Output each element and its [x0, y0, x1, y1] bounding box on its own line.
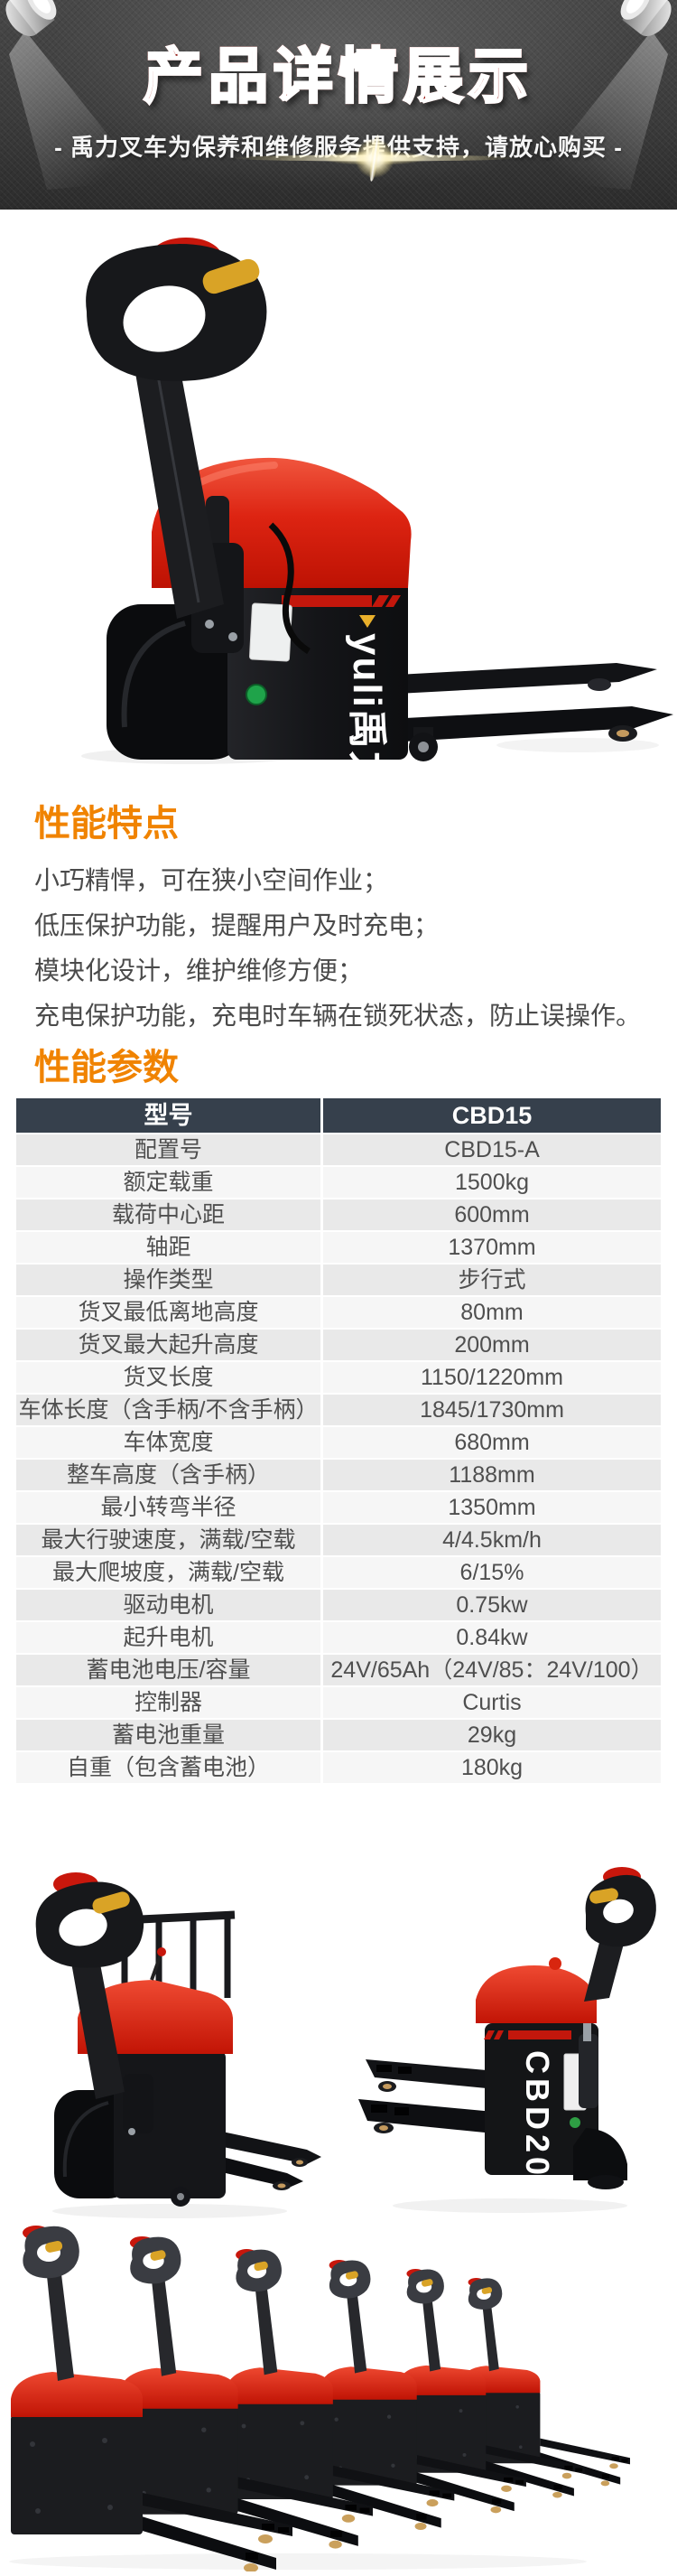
spec-row: 轴距 1370mm [16, 1232, 661, 1263]
spec-row: 最大行驶速度，满载/空载 4/4.5km/h [16, 1525, 661, 1555]
feature-item: 小巧精悍，可在狭小空间作业； [34, 866, 389, 894]
spec-label: 整车高度（含手柄） [16, 1460, 320, 1490]
spec-label: 控制器 [16, 1687, 320, 1718]
spotlight-right-icon [533, 0, 672, 190]
spec-label: 货叉最低离地高度 [16, 1297, 320, 1328]
spec-value: 0.84kw [323, 1622, 661, 1653]
spec-row: 操作类型 步行式 [16, 1265, 661, 1295]
spec-label: 最大行驶速度，满载/空载 [16, 1525, 320, 1555]
spec-value: 680mm [323, 1427, 661, 1458]
model-label-cbd20: CBD20 [519, 2050, 556, 2179]
spec-header-value: CBD15 [323, 1098, 661, 1133]
features-heading: 性能特点 [34, 804, 179, 844]
spec-value: 1150/1220mm [323, 1362, 661, 1393]
spec-label: 货叉最大起升高度 [16, 1330, 320, 1360]
spec-row: 自重（包含蓄电池） 180kg [16, 1752, 661, 1783]
spec-value: 6/15% [323, 1557, 661, 1588]
feature-item: 充电保护功能，充电时车辆在锁死状态，防止误操作。 [34, 1002, 642, 1030]
spec-label: 额定载重 [16, 1167, 320, 1198]
spec-value: 4/4.5km/h [323, 1525, 661, 1555]
spec-row: 货叉长度 1150/1220mm [16, 1362, 661, 1393]
specs-section: 性能参数 型号 CBD15 配置号 CBD15-A 额定载重 1500kg 载荷… [0, 1048, 677, 1783]
feature-item: 低压保护功能，提醒用户及时充电； [34, 911, 440, 939]
spec-row: 配置号 CBD15-A [16, 1134, 661, 1165]
spec-value: 29kg [323, 1720, 661, 1750]
spec-table: 型号 CBD15 配置号 CBD15-A 额定载重 1500kg 载荷中心距 6… [16, 1098, 661, 1783]
feature-list: 小巧精悍，可在狭小空间作业； 低压保护功能，提醒用户及时充电； 模块化设计，维护… [0, 858, 677, 1039]
spec-row: 整车高度（含手柄） 1188mm [16, 1460, 661, 1490]
specs-heading: 性能参数 [34, 1048, 179, 1087]
spec-label: 起升电机 [16, 1622, 320, 1653]
pallet-truck-lineup-illustration [9, 2226, 630, 2572]
spec-label: 载荷中心距 [16, 1199, 320, 1230]
spec-label: 最大爬坡度，满载/空载 [16, 1557, 320, 1588]
spec-label: 车体长度（含手柄/不含手柄） [16, 1395, 320, 1425]
spec-value: Curtis [323, 1687, 661, 1718]
spec-value: 1845/1730mm [323, 1395, 661, 1425]
spec-value: 180kg [323, 1752, 661, 1783]
spec-row: 驱动电机 0.75kw [16, 1590, 661, 1620]
spec-row: 起升电机 0.84kw [16, 1622, 661, 1653]
spec-value: CBD15-A [323, 1134, 661, 1165]
spec-value: 600mm [323, 1199, 661, 1230]
spec-header-label: 型号 [16, 1098, 320, 1133]
product-views-image: CBD20 [0, 1864, 677, 2226]
spec-row: 蓄电池电压/容量 24V/65Ah（24V/85：24V/100） [16, 1655, 661, 1685]
spec-value: 步行式 [323, 1265, 661, 1295]
spec-row: 货叉最大起升高度 200mm [16, 1330, 661, 1360]
spec-rows: 配置号 CBD15-A 额定载重 1500kg 载荷中心距 600mm 轴距 1… [16, 1134, 661, 1783]
spec-value: 1370mm [323, 1232, 661, 1263]
spec-row: 最大爬坡度，满载/空载 6/15% [16, 1557, 661, 1588]
feature-item: 模块化设计，维护维修方便； [34, 957, 364, 985]
spec-row: 额定载重 1500kg [16, 1167, 661, 1198]
banner-title: 产品详情展示 [0, 0, 677, 108]
group-product-image [0, 2226, 677, 2572]
spec-label: 蓄电池重量 [16, 1720, 320, 1750]
spec-value: 80mm [323, 1297, 661, 1328]
spec-value: 0.75kw [323, 1590, 661, 1620]
spec-row: 货叉最低离地高度 80mm [16, 1297, 661, 1328]
spec-label: 自重（包含蓄电池） [16, 1752, 320, 1783]
spec-row: 载荷中心距 600mm [16, 1199, 661, 1230]
spec-label: 轴距 [16, 1232, 320, 1263]
spec-row: 蓄电池重量 29kg [16, 1720, 661, 1750]
spec-value: 1188mm [323, 1460, 661, 1490]
spec-label: 货叉长度 [16, 1362, 320, 1393]
spec-label: 操作类型 [16, 1265, 320, 1295]
spec-row: 最小转弯半径 1350mm [16, 1492, 661, 1523]
spec-value: 200mm [323, 1330, 661, 1360]
spec-label: 驱动电机 [16, 1590, 320, 1620]
spec-value: 1500kg [323, 1167, 661, 1198]
view-right-truck-image: CBD20 [358, 1867, 656, 2213]
spec-row: 车体长度（含手柄/不含手柄） 1845/1730mm [16, 1395, 661, 1425]
spec-value: 24V/65Ah（24V/85：24V/100） [323, 1655, 661, 1685]
spec-value: 1350mm [323, 1492, 661, 1523]
hero-product-image: yuli禹力 [0, 210, 677, 782]
spec-label: 配置号 [16, 1134, 320, 1165]
spec-header-row: 型号 CBD15 [16, 1098, 661, 1133]
banner: 产品详情展示 - 禹力叉车为保养和维修服务提供支持，请放心购买 - [0, 0, 677, 210]
spotlight-left-icon [5, 0, 144, 190]
spec-row: 控制器 Curtis [16, 1687, 661, 1718]
features-section: 性能特点 小巧精悍，可在狭小空间作业； 低压保护功能，提醒用户及时充电； 模块化… [0, 804, 677, 1039]
spec-row: 车体宽度 680mm [16, 1427, 661, 1458]
spec-label: 车体宽度 [16, 1427, 320, 1458]
brand-logo-text: yuli禹力 [345, 633, 389, 767]
spec-label: 蓄电池电压/容量 [16, 1655, 320, 1685]
view-left-truck-image [35, 1872, 321, 2218]
pallet-truck-side-illustration: yuli禹力 [81, 238, 673, 767]
spec-label: 最小转弯半径 [16, 1492, 320, 1523]
